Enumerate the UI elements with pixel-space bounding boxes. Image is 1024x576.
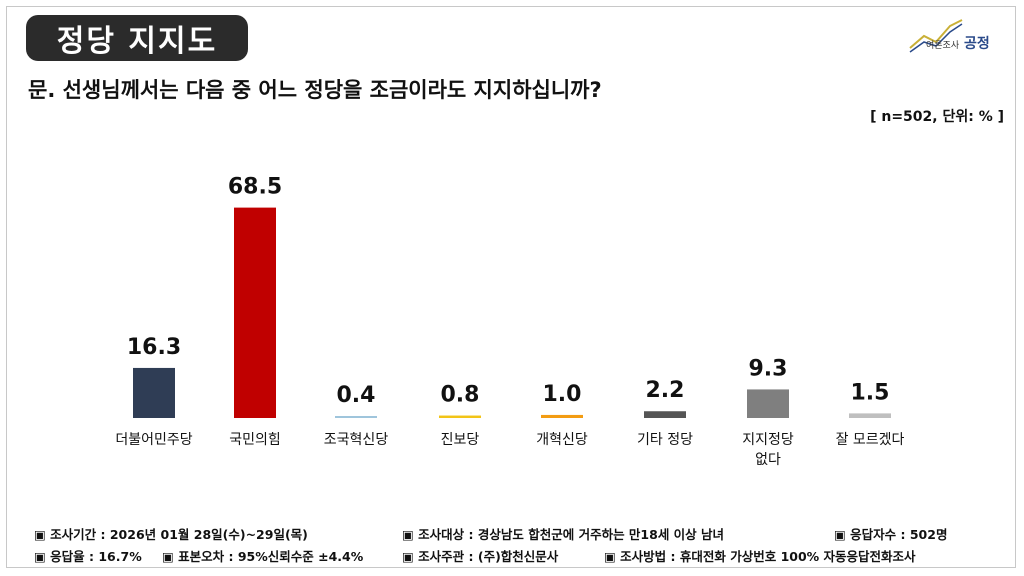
category-label-0: 더불어민주당: [115, 432, 192, 448]
sample-info: [ n=502, 단위: % ]: [870, 109, 1004, 125]
footer-method: ▣ 조사방법 : 휴대전화 가상번호 100% 자동응답전화조사: [604, 549, 916, 564]
category-label-3: 진보당: [441, 432, 480, 448]
slide-title: 정당 지지도: [26, 15, 248, 61]
value-label-6: 9.3: [749, 356, 788, 381]
value-label-7: 1.5: [851, 380, 890, 405]
bar-3: [439, 415, 481, 418]
value-label-4: 1.0: [543, 382, 582, 407]
value-label-0: 16.3: [127, 335, 181, 360]
value-label-5: 2.2: [646, 378, 685, 403]
survey-question: 문. 선생님께서는 다음 중 어느 정당을 조금이라도 지지하십니까?: [28, 78, 602, 102]
company-logo: 여론조사 공정: [906, 16, 1002, 56]
category-label-6-0: 지지정당: [742, 432, 794, 448]
bar-5: [644, 411, 686, 418]
value-label-1: 68.5: [228, 175, 282, 200]
category-label-1: 국민의힘: [229, 432, 281, 448]
bar-4: [541, 414, 583, 418]
bar-1: [234, 207, 276, 418]
bar-2: [335, 416, 377, 418]
category-label-4: 개혁신당: [536, 432, 588, 448]
footer-survey-target: ▣ 조사대상 : 경상남도 합천군에 거주하는 만18세 이상 남녀: [402, 527, 725, 542]
category-label-6-1: 없다: [755, 452, 781, 468]
footer-margin-error: ▣ 표본오차 : 95%신뢰수준 ±4.4%: [162, 549, 364, 564]
footer-survey-period: ▣ 조사기간 : 2026년 01월 28일(수)~29일(목): [34, 527, 308, 542]
trend-line-icon: [909, 19, 963, 53]
logo-brand-text: 공정: [964, 36, 990, 52]
bar-6: [747, 389, 789, 418]
slide-frame: [6, 6, 1016, 568]
footer-organizer: ▣ 조사주관 : (주)합천신문사: [402, 549, 559, 564]
bar-chart: 16.3 더불어민주당 68.5 국민의힘 0.4 조국혁신당 0.8 진보당 1.0 개혁신당 2…: [115, 175, 905, 468]
footer-respondents: ▣ 응답자수 : 502명: [834, 527, 948, 542]
logo-small-text: 여론조사: [926, 41, 960, 51]
value-label-2: 0.4: [337, 383, 376, 408]
category-label-7: 잘 모르겠다: [836, 432, 905, 448]
bar-7: [849, 413, 891, 418]
category-label-5: 기타 정당: [637, 432, 693, 448]
footer-response-rate: ▣ 응답율 : 16.7%: [34, 549, 142, 564]
bar-0: [133, 367, 175, 418]
value-label-3: 0.8: [441, 383, 480, 408]
category-label-2: 조국혁신당: [324, 432, 389, 448]
